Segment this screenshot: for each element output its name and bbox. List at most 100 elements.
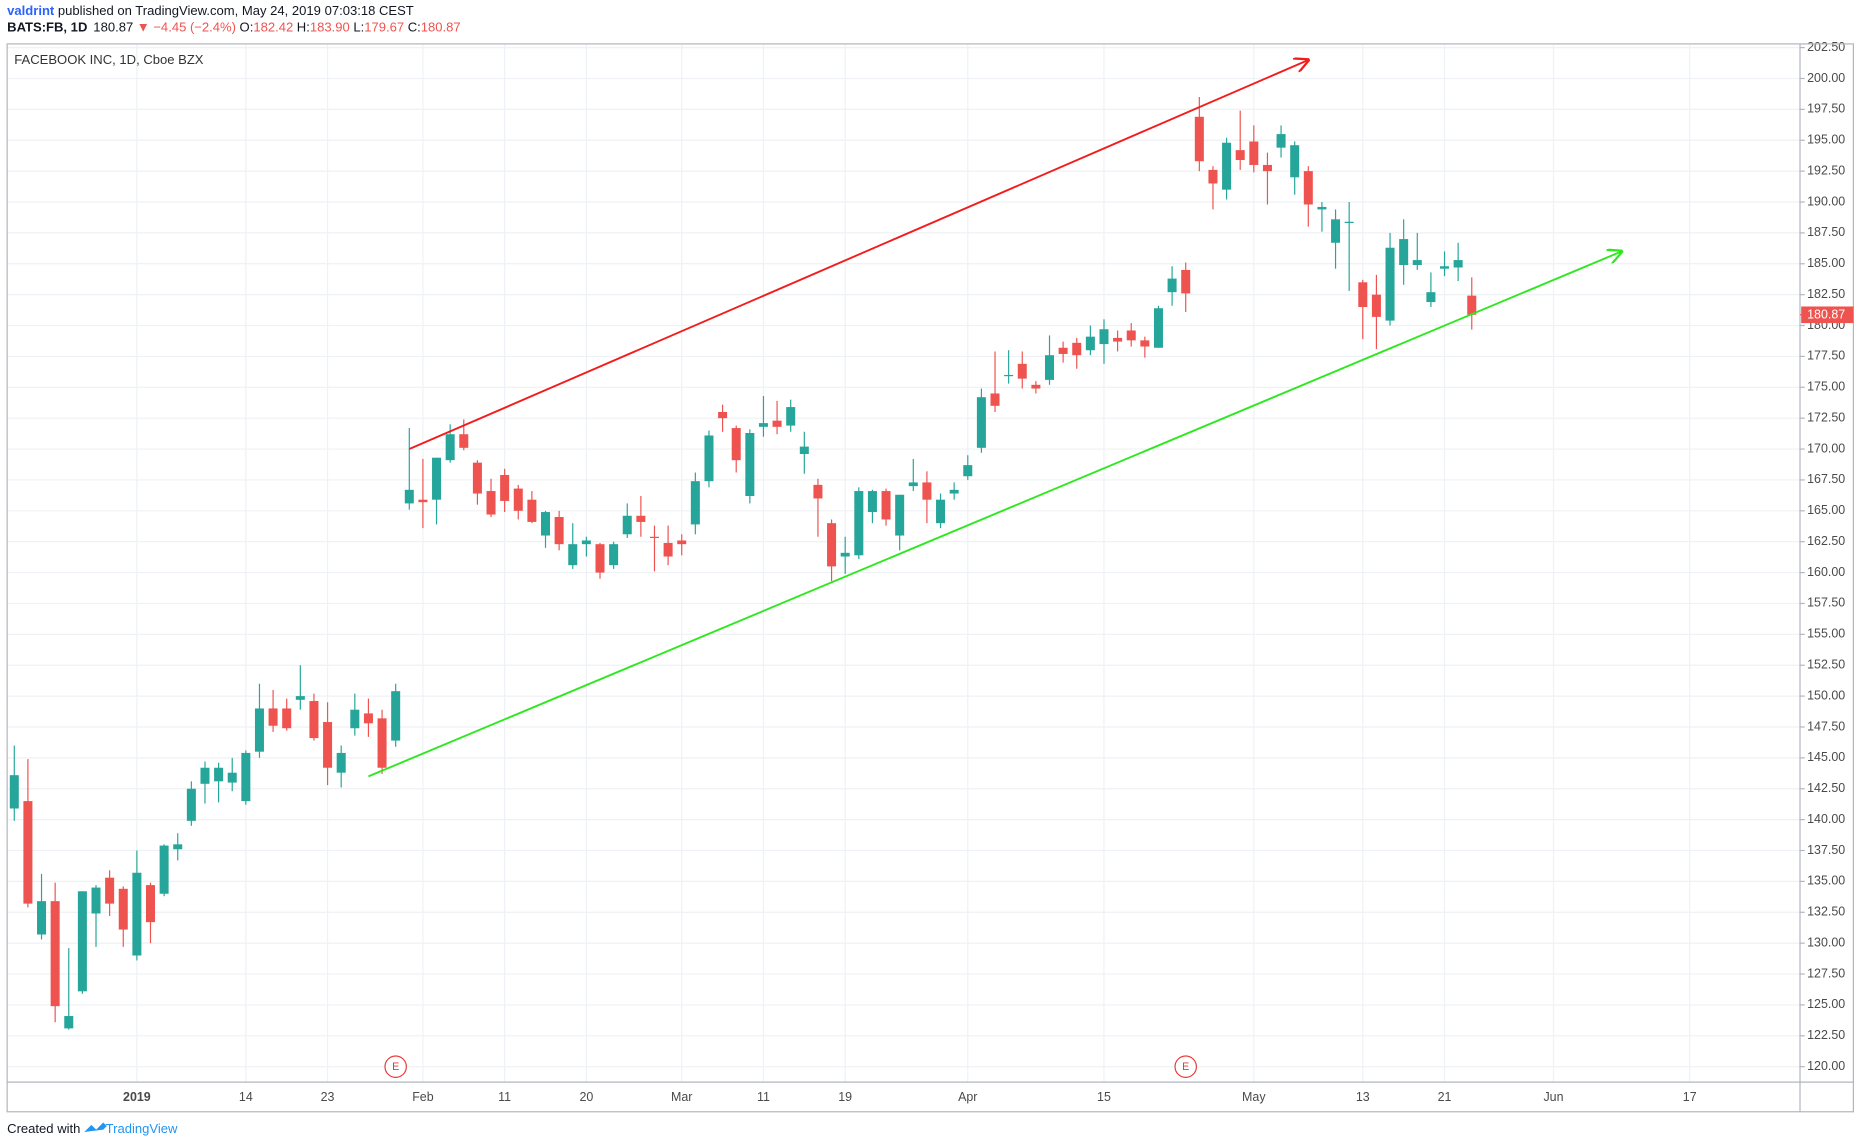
x-tick-label: 11 — [498, 1090, 511, 1104]
candle-body — [1249, 141, 1259, 165]
candle-body — [391, 691, 401, 741]
candle-body — [854, 491, 864, 556]
candle-body — [1044, 355, 1055, 380]
y-tick-label: 185.00 — [1807, 256, 1845, 270]
y-tick-label: 170.00 — [1807, 441, 1845, 455]
candle-body — [622, 515, 632, 535]
candle-body — [1440, 266, 1450, 269]
candle-body — [595, 544, 605, 573]
symbol: BATS:FB, 1D — [7, 20, 87, 35]
y-tick-label: 135.00 — [1807, 874, 1845, 888]
y-tick-label: 200.00 — [1807, 71, 1845, 85]
published-text: published on TradingView.com, May 24, 20… — [54, 3, 414, 18]
candle-body — [649, 536, 659, 538]
candle-body — [867, 491, 877, 513]
candle-body — [1426, 292, 1436, 303]
candle-body — [963, 465, 973, 477]
change: ▼ −4.45 (−2.4%) — [137, 20, 236, 35]
x-tick-label: 14 — [239, 1090, 253, 1104]
candle-body — [173, 844, 183, 850]
chart-frame — [6, 43, 1854, 1113]
y-tick-label: 175.00 — [1807, 380, 1845, 394]
candle-body — [1358, 282, 1368, 308]
plot: 120.00 122.50 125.00 127.50 130.00 132.50 135.… — [7, 40, 1845, 1104]
x-tick-label: 19 — [838, 1090, 852, 1104]
x-tick-label: Feb — [412, 1090, 434, 1104]
candle-body — [77, 891, 87, 992]
candle-body — [1181, 269, 1191, 294]
candle-body — [1331, 219, 1341, 243]
footer-brand[interactable]: TradingView — [106, 1121, 178, 1136]
y-tick-label: 142.50 — [1807, 781, 1845, 795]
candle-body — [472, 462, 482, 494]
candle-body — [64, 1016, 74, 1029]
y-tick-label: 202.50 — [1807, 40, 1845, 54]
candle-body — [1031, 384, 1041, 389]
candle-body — [1072, 342, 1082, 356]
candle-body — [745, 432, 755, 496]
candle-body — [459, 434, 469, 448]
header-line: valdrint published on TradingView.com, M… — [7, 3, 414, 18]
ohlc-key: L: — [353, 20, 364, 35]
y-tick-label: 167.50 — [1807, 472, 1845, 486]
candle-body — [1194, 116, 1204, 162]
candle-body — [1167, 278, 1177, 293]
candle-body — [1099, 329, 1109, 345]
candle-body — [513, 488, 523, 511]
candle-body — [813, 484, 823, 499]
candle-body — [363, 713, 373, 724]
x-tick-label: 15 — [1097, 1090, 1111, 1104]
candle-body — [1276, 134, 1286, 148]
x-tick-label: 11 — [757, 1090, 770, 1104]
candle-body — [1222, 142, 1232, 190]
candle-body — [432, 457, 442, 500]
candle-body — [690, 481, 700, 525]
candle-body — [1140, 340, 1150, 347]
candle-body — [1371, 294, 1381, 317]
candle-body — [486, 491, 496, 515]
y-tick-label: 187.50 — [1807, 225, 1845, 239]
footer-logo — [84, 1122, 107, 1132]
candle-body — [554, 516, 564, 545]
candle-body — [241, 752, 251, 802]
candle-body — [336, 752, 346, 773]
y-tick-label: 172.50 — [1807, 410, 1845, 424]
ohlc-value: 179.67 — [364, 20, 404, 35]
y-tick-label: 127.50 — [1807, 966, 1845, 980]
candle-body — [799, 446, 809, 454]
last: 180.87 — [93, 20, 133, 35]
x-tick-label: 21 — [1438, 1090, 1452, 1104]
y-tick-label: 195.00 — [1807, 133, 1845, 147]
y-tick-label: 190.00 — [1807, 194, 1845, 208]
candle-body — [908, 482, 918, 487]
candle-body — [840, 552, 850, 557]
candle-body — [731, 428, 741, 461]
candle-body — [990, 393, 1000, 406]
x-tick-label: 23 — [321, 1090, 335, 1104]
candle-body — [295, 696, 305, 700]
x-tick-label: 20 — [579, 1090, 593, 1104]
y-tick-label: 177.50 — [1807, 349, 1845, 363]
ohlc-value: 183.90 — [310, 20, 350, 35]
candle-body — [445, 434, 455, 461]
candle-body — [91, 887, 101, 914]
ohlc-value: 180.87 — [421, 20, 461, 35]
symbol-line: BATS:FB, 1D 180.87 ▼ −4.45 (−2.4%) O:182.42… — [7, 20, 461, 35]
candle-body — [50, 901, 60, 1007]
candle-body — [254, 708, 264, 752]
x-tick-label: Mar — [671, 1090, 692, 1104]
candle-body — [895, 494, 905, 536]
candle-body — [786, 407, 796, 426]
candle-body — [1208, 169, 1218, 184]
trend-line — [368, 251, 1621, 778]
candle-body — [268, 708, 278, 726]
ohlc-key: C: — [408, 20, 421, 35]
candle-body — [581, 540, 591, 545]
candle-body — [976, 397, 986, 448]
y-tick-label: 132.50 — [1807, 905, 1845, 919]
y-tick-label: 197.50 — [1807, 102, 1845, 116]
publisher[interactable]: valdrint — [7, 3, 55, 18]
candle-body — [200, 767, 210, 784]
x-tick-label: 17 — [1683, 1090, 1697, 1104]
